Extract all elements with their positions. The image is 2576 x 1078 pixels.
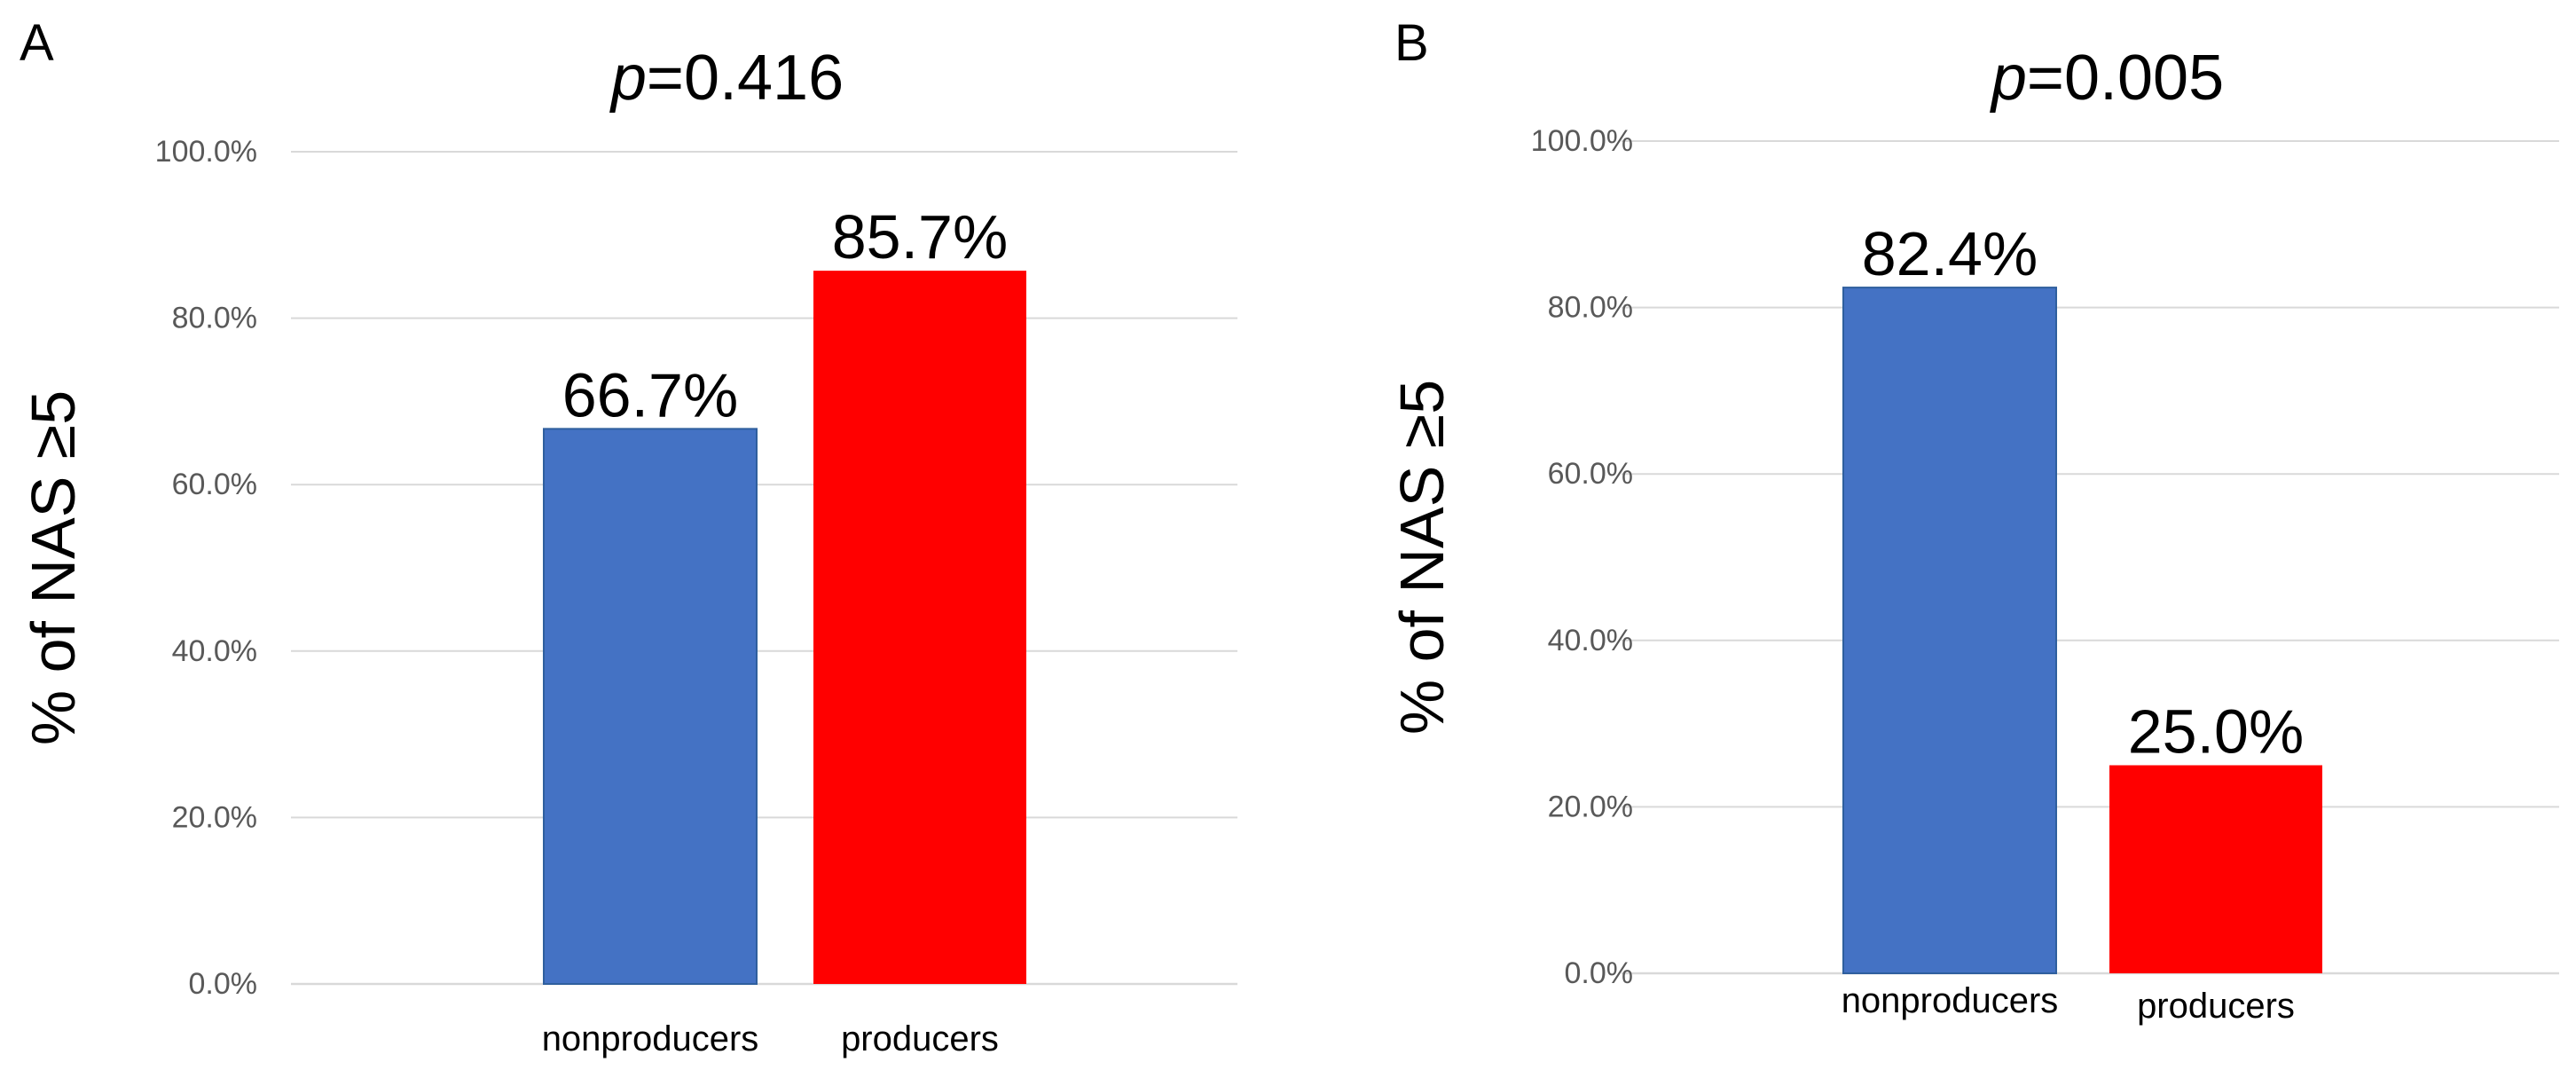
panel-b-ytick-label: 60.0% [1548,457,1633,491]
panel-b-ylabel: % of NAS ≥5 [1387,380,1457,735]
panel-a-bar-producers [813,271,1026,984]
panel-a-title-value: =0.416 [647,43,844,114]
panel-b-data-label-producers: 25.0% [2128,697,2304,767]
panel-b-ytick-label: 80.0% [1548,291,1633,325]
panel-a-ytick-label: 20.0% [172,800,257,834]
panel-b-category-label-nonproducers: nonproducers [1842,981,2059,1020]
panel-b-title: p=0.005 [1990,43,2224,114]
panel-b-ytick-label: 20.0% [1548,790,1633,823]
panel-a-title: p=0.416 [609,43,844,114]
panel-a-ytick-label: 60.0% [172,468,257,501]
panel-a-ytick-label: 40.0% [172,634,257,668]
panel-b-data-label-nonproducers: 82.4% [1862,219,2038,288]
panel-b-title-p: p [1990,43,2027,114]
panel-a-data-label-producers: 85.7% [832,202,1008,271]
panel-a-ytick-label: 0.0% [189,967,258,1001]
panel-a-ylabel: % of NAS ≥5 [19,390,88,745]
panel-b-bar-nonproducers [1842,287,2057,974]
panel-a-ytick-label: 100.0% [155,135,257,169]
panel-b-title-value: =0.005 [2027,43,2224,114]
panel-b-letter: B [1394,14,1429,72]
panel-a-title-p: p [609,43,647,114]
panel-a-category-label-producers: producers [841,1019,999,1058]
panel-a-data-label-nonproducers: 66.7% [562,360,738,429]
panel-a-ytick-label: 80.0% [172,302,257,335]
panel-b-ytick-label: 0.0% [1565,956,1634,990]
panel-a-category-label-nonproducers: nonproducers [542,1019,759,1058]
panel-a-letter: A [20,14,54,72]
panel-b-ytick-label: 40.0% [1548,624,1633,657]
panel-b-category-label-producers: producers [2137,987,2295,1026]
panel-a-bar-nonproducers [543,428,758,985]
panel-b-ytick-label: 100.0% [1531,124,1633,158]
panel-b-bar-producers [2109,765,2322,973]
